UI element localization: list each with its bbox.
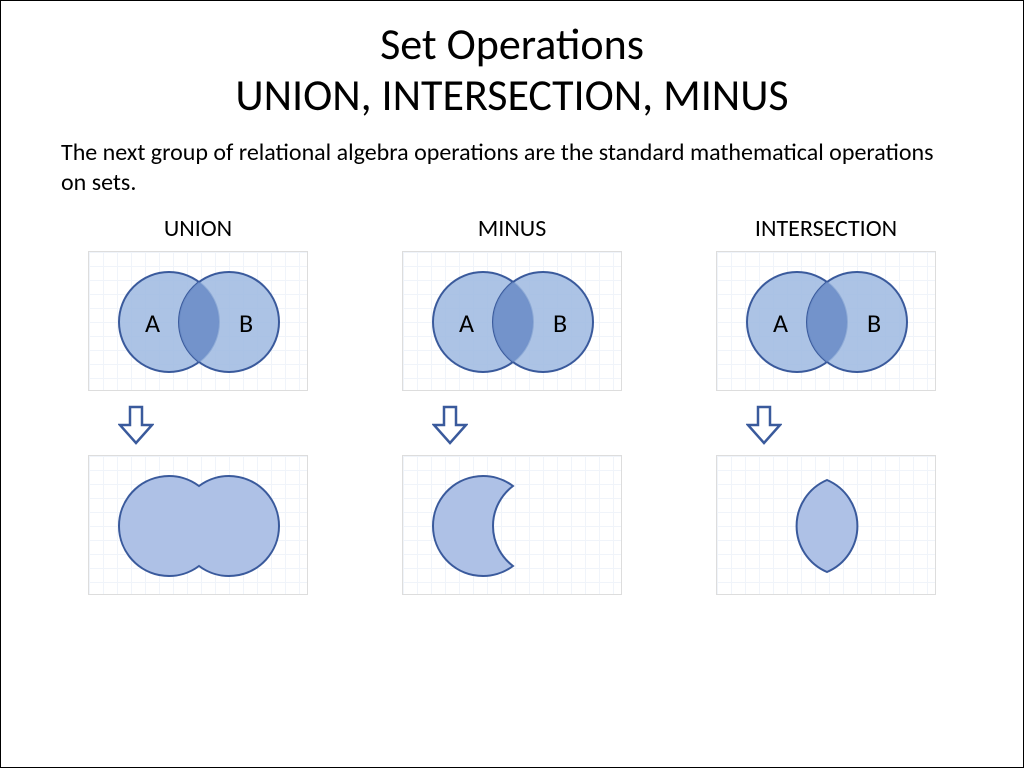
set-a-label: A xyxy=(773,307,788,339)
title-line2: UNION, INTERSECTION, MINUS xyxy=(235,68,788,122)
venn-panel-union: A B xyxy=(88,251,308,391)
intersection-result-icon xyxy=(717,456,937,596)
minus-result-icon xyxy=(403,456,623,596)
set-b-label: B xyxy=(239,307,253,339)
result-panel-intersection xyxy=(716,455,936,595)
column-intersection: INTERSECTION A B xyxy=(686,214,966,595)
column-label-minus: MINUS xyxy=(478,214,546,243)
title-line1: Set Operations xyxy=(380,17,644,71)
result-panel-minus xyxy=(402,455,622,595)
subtitle: The next group of relational algebra ope… xyxy=(1,120,1023,198)
venn-minus-icon: A B xyxy=(403,252,623,392)
arrow-down-icon xyxy=(432,405,468,445)
result-panel-union xyxy=(88,455,308,595)
venn-intersection-icon: A B xyxy=(717,252,937,392)
union-result-icon xyxy=(89,456,309,596)
venn-panel-minus: A B xyxy=(402,251,622,391)
page-title: Set Operations UNION, INTERSECTION, MINU… xyxy=(1,1,1023,120)
column-union: UNION A B xyxy=(58,214,338,595)
column-label-intersection: INTERSECTION xyxy=(755,214,897,243)
set-b-label: B xyxy=(553,307,567,339)
set-a-label: A xyxy=(459,307,474,339)
column-minus: MINUS A B xyxy=(372,214,652,595)
set-b-label: B xyxy=(867,307,881,339)
set-a-label: A xyxy=(145,307,160,339)
venn-panel-intersection: A B xyxy=(716,251,936,391)
diagram-columns: UNION A B MINUS A xyxy=(1,198,1023,595)
arrow-down-icon xyxy=(118,405,154,445)
arrow-down-icon xyxy=(746,405,782,445)
venn-union-icon: A B xyxy=(89,252,309,392)
column-label-union: UNION xyxy=(164,214,232,243)
